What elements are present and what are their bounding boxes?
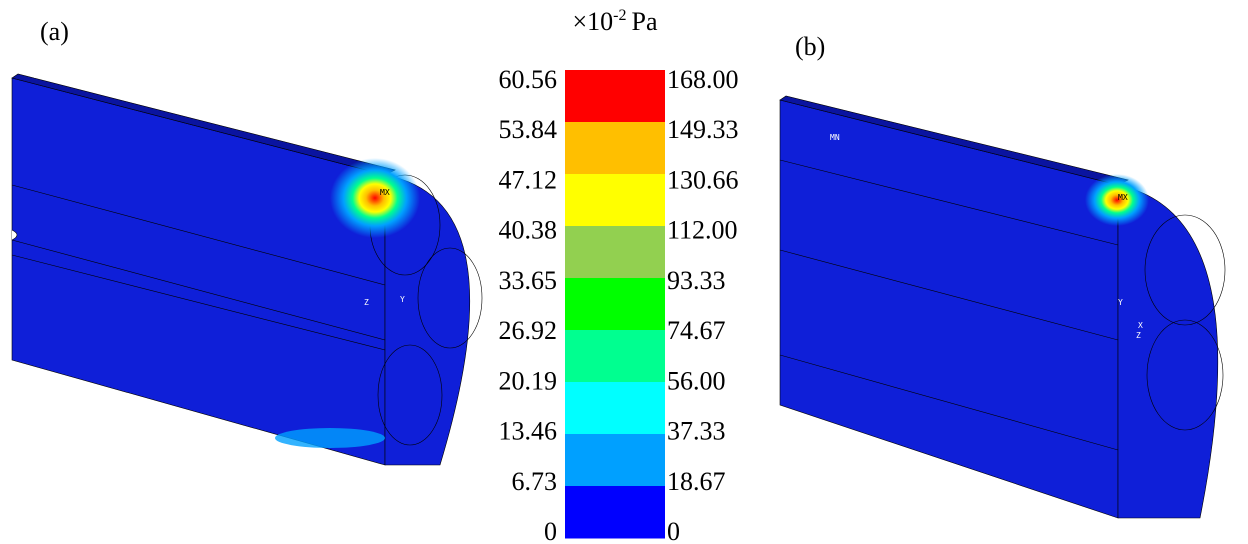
colorbar-left-label: 0 [544,517,557,544]
colorbar-band [565,434,665,487]
colorbar-band [565,486,665,539]
panel-label: (a) [40,17,69,46]
figure: (a)MNMXZY(b)MNMXYXZ60.56168.0053.84149.3… [0,0,1248,544]
colorbar-band [565,382,665,435]
axis-letter: Z [364,298,369,307]
model-b [780,96,1225,518]
colorbar-right-label: 56.00 [667,366,726,395]
colorbar-left-label: 6.73 [512,467,558,496]
axis-letter: Z [1136,331,1141,340]
max-tag: MX [1118,193,1128,202]
panel-label: (b) [795,32,825,61]
colorbar-left-label: 40.38 [499,216,558,245]
unit-part: ×10 [573,7,614,36]
unit-part: Pa [632,7,658,36]
colorbar-left-label: 26.92 [499,316,558,345]
colorbar-left-label: 47.12 [499,165,558,194]
colorbar-band [565,174,665,227]
colorbar-band [565,330,665,383]
min-tag: MN [34,71,44,80]
colorbar-right-label: 74.67 [667,316,726,345]
model-a [12,74,482,465]
colorbar-right-label: 93.33 [667,266,726,295]
axis-letter: X [1138,321,1143,330]
colorbar-left-label: 33.65 [499,266,558,295]
colorbar-unit: ×10-2 Pa [573,7,658,36]
colorbar-left-label: 60.56 [499,65,558,94]
colorbar-band [565,226,665,279]
colorbar-right-label: 18.67 [667,467,726,496]
colorbar-right-label: 168.00 [667,65,739,94]
min-tag: MN [830,133,840,142]
colorbar-band [565,70,665,123]
colorbar-right-label: 0 [667,517,680,544]
axis-letter: Y [1118,298,1123,307]
axis-letter: Y [400,295,405,304]
colorbar-right-label: 130.66 [667,165,739,194]
max-tag: MX [380,188,390,197]
colorbar-right-label: 149.33 [667,115,739,144]
unit-part: -2 [613,7,626,24]
colorbar-band [565,278,665,331]
colorbar-right-label: 112.00 [667,216,738,245]
figure-svg: (a)MNMXZY(b)MNMXYXZ60.56168.0053.84149.3… [0,0,1248,544]
colorbar-left-label: 13.46 [499,417,558,446]
colorbar-left-label: 53.84 [499,115,558,144]
colorbar-left-label: 20.19 [499,366,558,395]
colorbar-right-label: 37.33 [667,417,726,446]
colorbar-band [565,122,665,175]
